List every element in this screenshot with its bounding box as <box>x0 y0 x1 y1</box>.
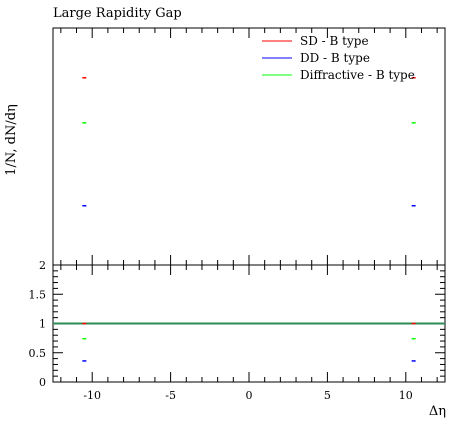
x-tick-label-0: -10 <box>83 389 101 402</box>
main-frame <box>52 27 446 266</box>
legend-label-1: DD - B type <box>300 51 370 65</box>
main-panel: SD - B type DD - B type Diffractive - B ty… <box>52 27 446 266</box>
legend-label-0: SD - B type <box>300 34 369 48</box>
y-tick-label-4: 2 <box>39 259 46 272</box>
x-axis-label: Δη <box>429 404 446 419</box>
ratio-panel: -10 -5 0 5 10 0 0.5 1 1.5 2 <box>29 259 446 402</box>
x-tick-label-4: 10 <box>399 389 413 402</box>
x-tick-label-1: -5 <box>165 389 176 402</box>
y-tick-label-2: 1 <box>39 318 46 331</box>
ratio-ticks: -10 -5 0 5 10 0 0.5 1 1.5 2 <box>29 259 445 402</box>
main-x-ticks <box>60 28 438 265</box>
y-tick-label-1: 0.5 <box>29 347 47 360</box>
y-tick-label-3: 1.5 <box>29 288 47 301</box>
legend: SD - B type DD - B type Diffractive - B ty… <box>262 34 415 82</box>
ratio-data-marks <box>82 322 416 362</box>
legend-label-2: Diffractive - B type <box>300 68 415 82</box>
chart-title: Large Rapidity Gap <box>53 6 182 21</box>
x-tick-label-2: 0 <box>246 389 253 402</box>
x-tick-label-3: 5 <box>324 389 331 402</box>
y-axis-label: 1/N, dN/dη <box>4 104 19 176</box>
y-tick-label-0: 0 <box>39 376 46 389</box>
main-data-marks <box>82 77 416 207</box>
